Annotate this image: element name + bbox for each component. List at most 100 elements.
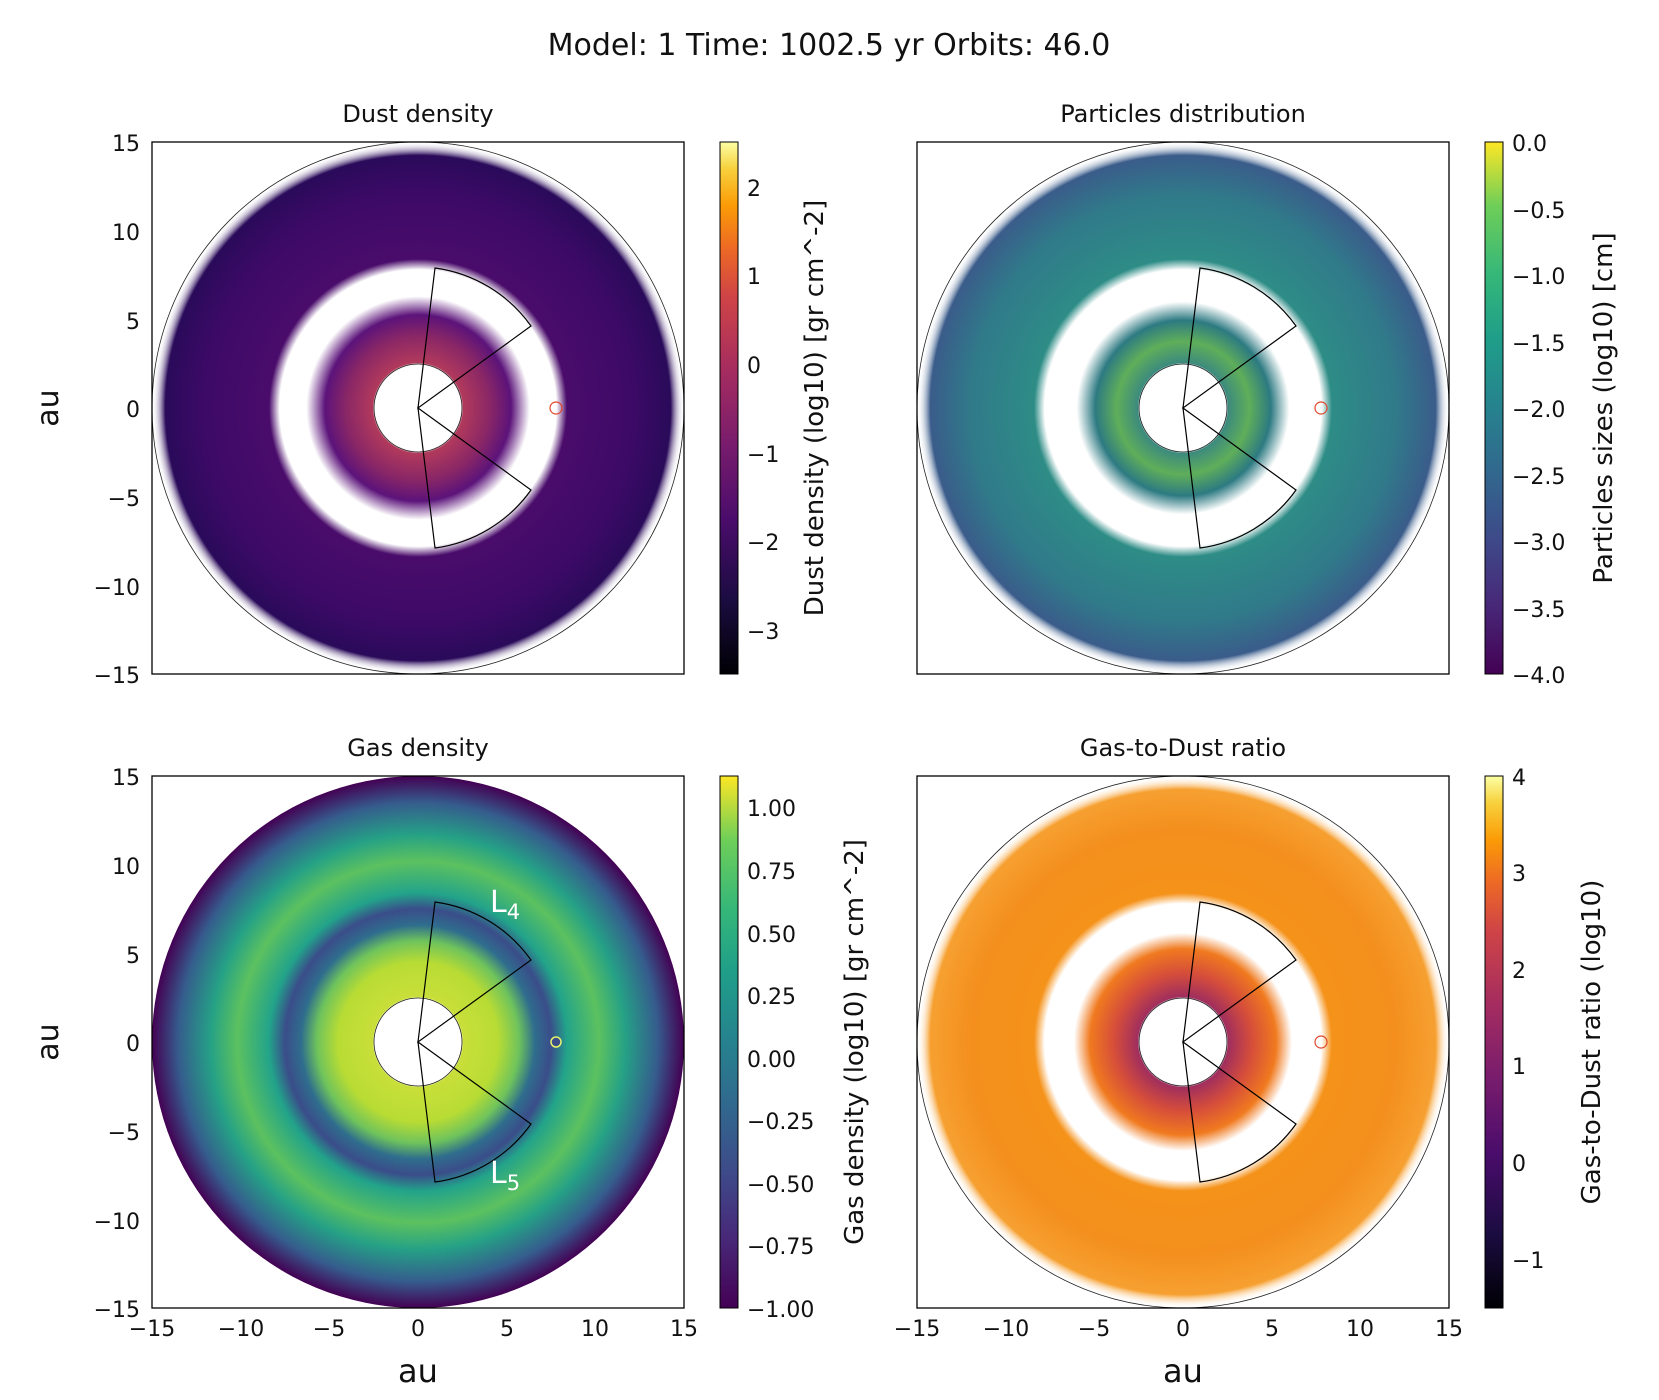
axes-frame: [151, 141, 685, 675]
panel-title: Particles distribution: [1060, 100, 1306, 128]
planet-marker: [549, 401, 563, 415]
colorbar-tick-label: 1.00: [747, 797, 796, 822]
y-tick-label: 10: [112, 221, 140, 246]
y-tick-label: −5: [108, 487, 140, 512]
colorbar-tick-label: −2.5: [1512, 465, 1565, 490]
colorbar: [719, 141, 739, 675]
y-tick-label: 15: [112, 132, 140, 157]
l5-label: L5: [490, 1156, 520, 1195]
y-axis-label: au: [31, 1023, 66, 1060]
colorbar: [1484, 141, 1504, 675]
colorbar-tick-label: −1.00: [747, 1298, 814, 1323]
x-ticks: −15 −10 −5 0 5 10 15: [129, 1317, 698, 1342]
y-tick-label: −10: [94, 576, 140, 601]
panel-gas-to-dust-ratio: Gas-to-Dust ratio −15 −10 −5 0 5 10 15 a…: [894, 734, 1607, 1390]
planet-marker: [1314, 401, 1328, 415]
figure-suptitle: Model: 1 Time: 1002.5 yr Orbits: 46.0: [548, 28, 1111, 63]
x-tick-label: −15: [894, 1317, 940, 1342]
x-tick-label: −10: [218, 1317, 264, 1342]
planet-marker: [1314, 1035, 1328, 1049]
axes-frame: [916, 141, 1450, 675]
x-tick-label: −5: [313, 1317, 345, 1342]
x-tick-label: 15: [1435, 1317, 1463, 1342]
colorbar-tick-label: 0: [1512, 1152, 1526, 1177]
colorbar-tick-label: 2: [747, 177, 761, 202]
colorbar-tick-label: 0: [747, 354, 761, 379]
l4-label: L4: [490, 885, 520, 924]
l4-wedge: [1182, 901, 1297, 1044]
colorbar-tick-label: −0.5: [1512, 199, 1565, 224]
colorbar-label: Gas-to-Dust ratio (log10): [1577, 880, 1607, 1205]
y-tick-label: 5: [126, 310, 140, 335]
colorbar: [719, 775, 739, 1309]
colorbar-tick-label: 0.00: [747, 1048, 796, 1073]
colorbar-tick-label: −4.0: [1512, 664, 1565, 689]
colorbar-tick-label: 2: [1512, 959, 1526, 984]
colorbar-ticks: −3 −2 −1 0 1 2: [747, 177, 779, 645]
inner-hole-circle: [1138, 363, 1228, 453]
l5-wedge: [417, 1040, 532, 1183]
y-tick-label: −15: [94, 1298, 140, 1323]
colorbar-tick-label: −1: [1512, 1249, 1544, 1274]
panel-title: Gas density: [347, 734, 488, 762]
colorbar-label: Particles sizes (log10) [cm]: [1589, 232, 1619, 583]
colorbar-tick-label: 1: [1512, 1055, 1526, 1080]
colorbar-ticks: −4.0 −3.5 −3.0 −2.5 −2.0 −1.5 −1.0 −0.5 …: [1512, 132, 1565, 689]
colorbar-tick-label: 4: [1512, 766, 1526, 791]
y-ticks: 15 10 5 0 −5 −10 −15: [94, 766, 140, 1323]
l5-wedge: [417, 406, 532, 549]
colorbar-tick-label: 1: [747, 265, 761, 290]
x-axis-label: au: [398, 1352, 438, 1390]
inner-hole-circle: [373, 363, 463, 453]
y-tick-label: 15: [112, 766, 140, 791]
inner-hole-circle: [1138, 997, 1228, 1087]
colorbar-ticks: −1.00 −0.75 −0.50 −0.25 0.00 0.25 0.50 0…: [747, 797, 814, 1323]
colorbar-tick-label: −3.5: [1512, 598, 1565, 623]
axes-frame: [151, 775, 685, 1309]
l5-wedge: [1182, 1040, 1297, 1183]
axes-frame: [916, 775, 1450, 1309]
l4-wedge: [417, 901, 532, 1044]
x-tick-label: 5: [500, 1317, 514, 1342]
x-axis-label: au: [1163, 1352, 1203, 1390]
colorbar-tick-label: −1.5: [1512, 332, 1565, 357]
colorbar-tick-label: 0.50: [747, 923, 796, 948]
x-tick-label: 0: [411, 1317, 425, 1342]
x-tick-label: 10: [1346, 1317, 1374, 1342]
colorbar-tick-label: −2.0: [1512, 398, 1565, 423]
x-tick-label: 10: [581, 1317, 609, 1342]
x-tick-label: 5: [1265, 1317, 1279, 1342]
colorbar-tick-label: 0.0: [1512, 132, 1547, 157]
y-tick-label: 0: [126, 1032, 140, 1057]
panel-gas-density: Gas density L4 L5 15 10 5 0 −5 −10 −15 −…: [31, 734, 870, 1390]
panel-title: Gas-to-Dust ratio: [1080, 734, 1286, 762]
colorbar-tick-label: 3: [1512, 862, 1526, 887]
colorbar-tick-label: −0.75: [747, 1235, 814, 1260]
x-tick-label: −10: [983, 1317, 1029, 1342]
l5-wedge: [1182, 406, 1297, 549]
x-tick-label: −15: [129, 1317, 175, 1342]
colorbar-tick-label: −3: [747, 620, 779, 645]
colorbar-ticks: −1 0 1 2 3 4: [1512, 766, 1544, 1274]
colorbar-tick-label: 0.25: [747, 985, 796, 1010]
colorbar-tick-label: −2: [747, 531, 779, 556]
x-ticks: −15 −10 −5 0 5 10 15: [894, 1317, 1463, 1342]
y-tick-label: 10: [112, 855, 140, 880]
colorbar-label: Gas density (log10) [gr cm^-2]: [840, 839, 870, 1245]
y-axis-label: au: [31, 389, 66, 426]
colorbar-tick-label: 0.75: [747, 860, 796, 885]
panel-dust-density: Dust density 15 10 5 0 −5 −10 −15 au −3 …: [31, 100, 830, 689]
colorbar-tick-label: −1: [747, 443, 779, 468]
colorbar-tick-label: −1.0: [1512, 265, 1565, 290]
x-tick-label: 15: [670, 1317, 698, 1342]
x-tick-label: 0: [1176, 1317, 1190, 1342]
y-tick-label: −10: [94, 1210, 140, 1235]
y-tick-label: 5: [126, 944, 140, 969]
colorbar-tick-label: −3.0: [1512, 531, 1565, 556]
colorbar-label: Dust density (log10) [gr cm^-2]: [800, 200, 830, 616]
y-tick-label: −15: [94, 664, 140, 689]
colorbar-tick-label: −0.50: [747, 1173, 814, 1198]
panel-title: Dust density: [342, 100, 493, 128]
l4-wedge: [1182, 267, 1297, 410]
